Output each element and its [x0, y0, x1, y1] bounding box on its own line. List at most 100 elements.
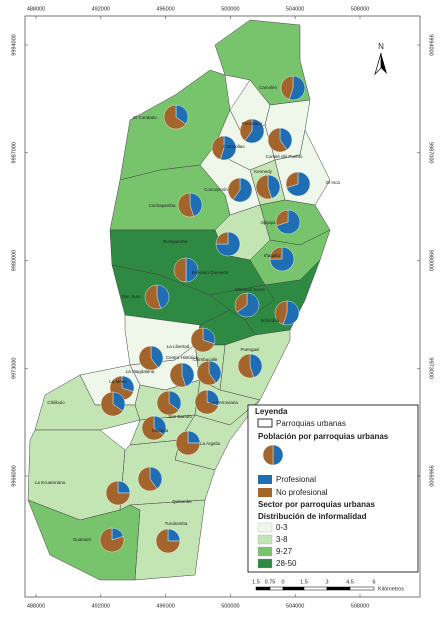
x-tick-label-top: 492000 [92, 6, 110, 12]
class-swatch [257, 546, 273, 557]
boundary-label: Parroquias urbanas [276, 419, 346, 428]
pie-slice-no-profesional [227, 177, 241, 200]
scale-label: 0 [281, 579, 284, 585]
pie-slice-profesional [153, 415, 167, 436]
legend-swatch [258, 488, 272, 497]
pie-slice-profesional [215, 231, 241, 257]
parish-label: El Inca [326, 180, 340, 185]
legend-swatch [258, 475, 272, 484]
scale-label: 1.5 [252, 579, 260, 585]
pie-slice-profesional [237, 292, 260, 318]
pie-slice-profesional [112, 391, 126, 412]
scale-label: 0.75 [265, 579, 276, 585]
pie-slice-no-profesional [137, 466, 158, 492]
parish-label: Cotocollao [223, 144, 245, 149]
y-tick-label-right: 9973000 [428, 358, 434, 379]
north-arrow: N [374, 42, 387, 76]
parish-label: Comité del Pueblo [266, 154, 303, 159]
class-label: 3-8 [276, 535, 288, 544]
parish-label: Centro Histórico [166, 355, 199, 360]
boundary-swatch [257, 418, 273, 428]
pie-slice-no-profesional [274, 300, 288, 325]
y-tick-label-left: 9980000 [11, 250, 17, 271]
y-tick-label-left: 9973000 [11, 358, 17, 379]
y-tick-label-right: 9987000 [428, 142, 434, 163]
scale-segment [349, 586, 375, 591]
pie-slice-no-profesional [275, 209, 289, 226]
pie-slice-no-profesional [239, 118, 253, 141]
pie-slice-no-profesional [138, 345, 159, 371]
north-label: N [378, 42, 384, 51]
parish-label: Concepción [204, 187, 228, 192]
pie-slice-no-profesional [144, 284, 161, 310]
pie-slice-profesional [149, 466, 163, 489]
pie-slice-no-profesional [269, 246, 283, 260]
pie-slice-no-profesional [215, 231, 229, 245]
parish-label: Chilibulo [47, 400, 65, 405]
x-tick-label-bottom: 500000 [221, 603, 239, 609]
pie-slice-profesional [150, 345, 164, 368]
parish-label: Cochapamba [149, 203, 176, 208]
pie-slice-profesional [185, 257, 199, 283]
parish-label: Belisario Quevedo [192, 270, 229, 275]
scale-label: 3 [325, 579, 328, 585]
legend: Leyenda Parroquias urbanas Población por… [247, 404, 419, 573]
x-tick-label-top: 504000 [286, 6, 304, 12]
parish-label: Turubamba [165, 521, 188, 526]
pie-slice-no-profesional [156, 390, 179, 416]
pie-slice-no-profesional [280, 75, 294, 100]
pie-slice-profesional [269, 246, 295, 272]
pie-slice-no-profesional [100, 391, 123, 417]
pie-slice-profesional [279, 127, 293, 150]
pie-slice-no-profesional [169, 362, 186, 388]
pie-slice-profesional [289, 75, 306, 101]
scale-segment [269, 586, 284, 591]
pie-slice-no-profesional [99, 527, 125, 553]
parish-label: El Condado [133, 115, 157, 120]
y-tick-label-right: 9994000 [428, 34, 434, 55]
scale-label: 1.5 [300, 579, 308, 585]
scale-unit: Kilómetros [378, 586, 404, 592]
legend-box [247, 404, 419, 573]
pie-slice-profesional [208, 360, 222, 383]
pie-slice-profesional [267, 174, 281, 199]
parish-label: Chimbacalle [193, 357, 218, 362]
pie-slice-no-profesional [177, 192, 194, 218]
pie-slice-profesional [181, 362, 195, 387]
x-tick-label-bottom: 508000 [351, 603, 369, 609]
pie-slice-no-profesional [141, 415, 164, 441]
pie-slice-no-profesional [190, 327, 215, 353]
x-tick-label-top: 488000 [27, 6, 45, 12]
pie-slice-profesional [283, 300, 300, 326]
pie-slice-profesional [276, 209, 301, 235]
pie-slice-profesional [232, 177, 253, 203]
class-swatch [257, 534, 273, 545]
pie-slice-profesional [244, 118, 265, 144]
scale-label: 4.5 [346, 579, 354, 585]
parish-label: La Argelia [200, 441, 221, 446]
pie-slice-no-profesional [105, 480, 131, 506]
pie-slice-no-profesional [234, 292, 248, 313]
pie-slice-profesional [220, 135, 237, 161]
pie-slice-no-profesional [255, 174, 272, 200]
pie-slice-profesional [156, 284, 170, 309]
x-tick-label-bottom: 492000 [92, 603, 110, 609]
pie-slice-no-profesional [155, 528, 181, 554]
scale-segment [282, 586, 305, 591]
x-tick-label-bottom: 496000 [156, 603, 174, 609]
class-swatch [257, 522, 273, 533]
scale-segment [326, 586, 351, 591]
pie-slice-no-profesional [237, 353, 254, 379]
pie-slice-no-profesional [196, 360, 217, 386]
class-label: 28-50 [276, 559, 297, 568]
parish-label: Iñaquito [264, 253, 281, 258]
x-tick-label-bottom: 488000 [27, 603, 45, 609]
y-tick-label-left: 9966000 [11, 465, 17, 486]
y-tick-label-right: 9980000 [428, 250, 434, 271]
population-title: Población por parroquias urbanas [258, 432, 389, 441]
parish-label: Quitumbe [172, 499, 192, 504]
pie-slice-profesional [168, 390, 182, 411]
parish-label: La Ecuatoriana [35, 480, 66, 485]
